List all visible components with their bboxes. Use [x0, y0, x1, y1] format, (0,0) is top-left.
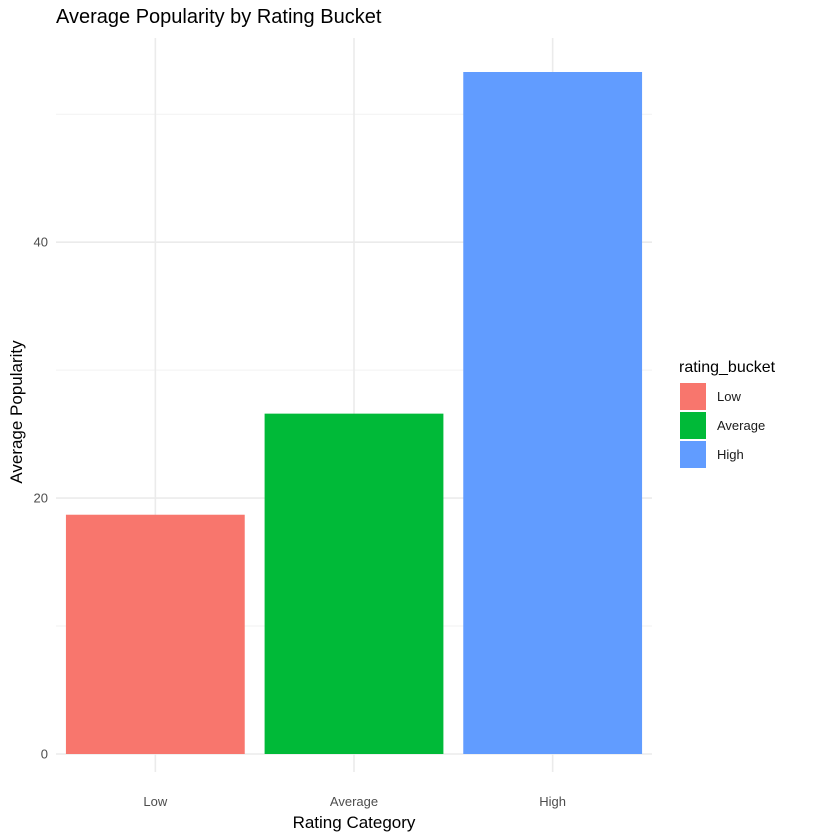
y-axis-title: Average Popularity	[7, 340, 26, 484]
chart-title: Average Popularity by Rating Bucket	[56, 6, 382, 28]
x-tick-label: High	[539, 794, 566, 809]
y-tick-label: 20	[34, 491, 48, 506]
legend: rating_bucket Low Average High	[679, 359, 776, 468]
y-tick-label: 40	[34, 235, 48, 250]
bar-low	[65, 514, 245, 754]
legend-items: Low Average High	[680, 383, 765, 468]
legend-label: Low	[717, 389, 741, 404]
bar-high	[463, 72, 643, 754]
legend-key-low	[680, 383, 706, 410]
legend-key-high	[680, 441, 706, 468]
legend-title: rating_bucket	[679, 359, 776, 376]
x-tick-label: Low	[143, 794, 167, 809]
x-axis-title: Rating Category	[293, 813, 416, 832]
bar-average	[264, 413, 444, 754]
ticks-layer: 0 20 40 Low Average High	[34, 235, 567, 809]
legend-label: Average	[717, 418, 765, 433]
legend-key-average	[680, 412, 706, 439]
legend-label: High	[717, 447, 744, 462]
x-tick-label: Average	[330, 794, 378, 809]
bars-layer	[65, 72, 643, 754]
y-tick-label: 0	[41, 747, 48, 762]
